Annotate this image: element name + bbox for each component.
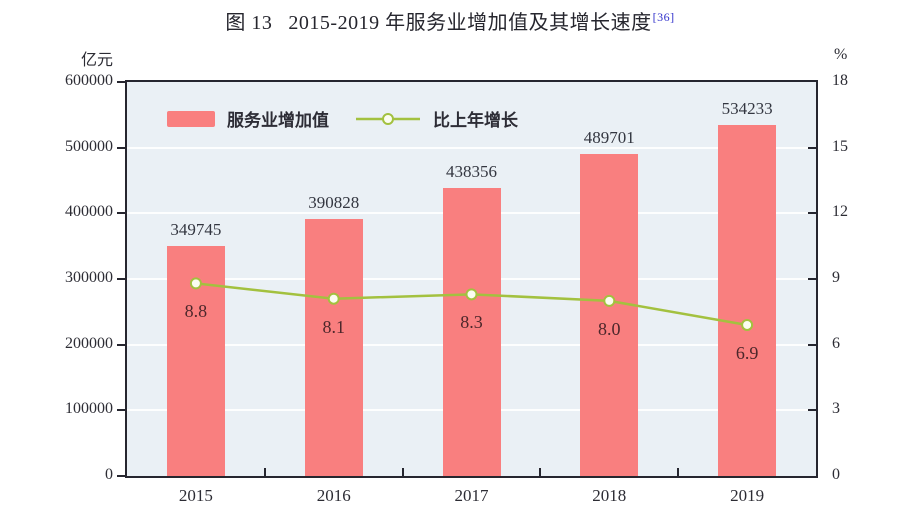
left-tick-label-200000: 200000: [65, 334, 113, 352]
chart-title-prefix: 图 13: [225, 12, 273, 34]
bar-2015: [166, 246, 225, 476]
legend-bar-swatch: [167, 110, 215, 127]
growth-value-label: 8.8: [184, 301, 208, 322]
bar-2016: [304, 219, 363, 476]
left-tick-mark: [117, 278, 125, 280]
left-tick-label-600000: 600000: [65, 72, 113, 89]
chart-title-main: 2015-2019 年服务业增加值及其增长速度: [288, 12, 652, 34]
legend-line-swatch: [355, 112, 421, 126]
x-tick-label-2016: 2016: [316, 486, 351, 505]
x-boundary-tick: [677, 468, 680, 476]
bar-value-label: 489701: [583, 128, 635, 148]
right-tick-mark: [808, 409, 816, 412]
bar-value-label: 349745: [170, 220, 222, 240]
grid-line: [127, 146, 816, 149]
bar-value-label: 438356: [446, 162, 497, 182]
right-tick-label-0: 0: [832, 466, 840, 483]
growth-value-label: 6.9: [735, 342, 759, 363]
left-tick-label-300000: 300000: [65, 269, 113, 286]
left-tick-label-500000: 500000: [65, 137, 113, 155]
right-tick-label-3: 3: [832, 400, 840, 418]
x-tick-label-2017: 2017: [454, 486, 489, 505]
right-tick-label-9: 9: [832, 269, 840, 286]
legend: 服务业增加值 比上年增长: [167, 106, 518, 131]
legend-bar-label: 服务业增加值: [227, 111, 329, 130]
bar-2019: [718, 125, 777, 476]
bar-value-label: 534233: [721, 99, 773, 119]
growth-value-label: 8.0: [598, 318, 621, 339]
right-tick-mark: [808, 278, 816, 280]
right-tick-mark: [808, 146, 816, 149]
right-tick-label-18: 18: [832, 72, 848, 89]
chart-title: 图 13 2015-2019 年服务业增加值及其增长速度[36]: [0, 6, 900, 35]
x-tick-label-2018: 2018: [592, 486, 627, 505]
left-axis-unit: 亿元: [80, 52, 113, 69]
growth-value-label: 8.3: [460, 312, 483, 333]
bar-2018: [580, 154, 639, 476]
legend-line-label: 比上年增长: [433, 111, 518, 130]
x-boundary-tick: [401, 468, 404, 476]
bar-2017: [442, 188, 501, 476]
left-tick-mark: [117, 409, 125, 412]
left-tick-label-100000: 100000: [65, 400, 113, 418]
left-tick-label-400000: 400000: [65, 203, 113, 221]
right-axis-unit: %: [834, 46, 848, 63]
right-tick-mark: [808, 343, 816, 346]
growth-value-label: 8.1: [322, 316, 345, 337]
plot-area: 349745 390828 438356 489701 534233 8.8 8.1 8.3 8…: [125, 80, 818, 478]
x-boundary-tick: [263, 468, 266, 476]
left-tick-mark: [117, 475, 125, 477]
left-tick-mark: [117, 212, 125, 215]
footnote-ref-link[interactable]: [36]: [652, 10, 675, 25]
x-boundary-tick: [539, 468, 542, 476]
right-tick-label-15: 15: [832, 137, 848, 155]
right-tick-mark: [808, 212, 816, 215]
bar-value-label: 390828: [308, 193, 360, 213]
left-tick-mark: [117, 81, 125, 83]
left-tick-mark: [117, 146, 125, 149]
left-tick-label-0: 0: [105, 466, 113, 483]
right-tick-label-12: 12: [832, 203, 848, 221]
right-tick-label-6: 6: [832, 334, 840, 352]
left-tick-mark: [117, 343, 125, 346]
x-tick-label-2019: 2019: [730, 486, 765, 505]
x-tick-label-2015: 2015: [178, 486, 213, 505]
